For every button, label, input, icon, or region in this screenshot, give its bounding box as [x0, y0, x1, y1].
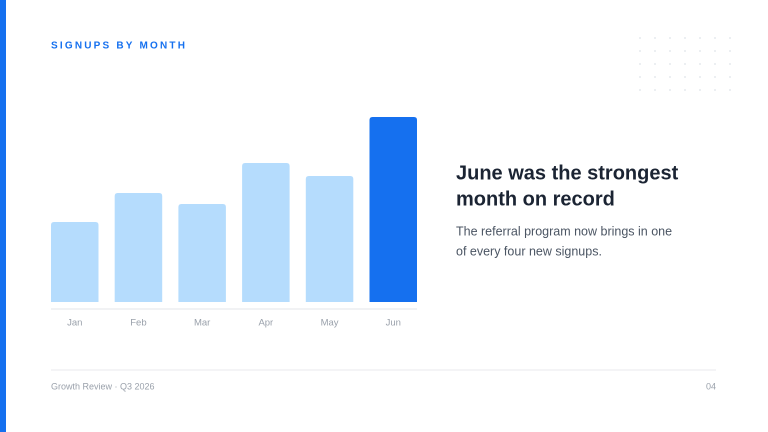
x-tick-label: Jan: [67, 318, 82, 329]
dot: [729, 63, 731, 65]
accent-stripe: [0, 0, 6, 432]
bar: [242, 163, 290, 302]
dot: [699, 76, 701, 78]
body-line: of every four new signups.: [456, 244, 602, 258]
heading-line: June was the strongest: [456, 162, 679, 184]
dot: [714, 89, 716, 91]
dot: [669, 50, 671, 52]
x-tick-label: Feb: [130, 318, 146, 329]
dot: [714, 76, 716, 78]
bar: [369, 117, 417, 302]
dot: [684, 76, 686, 78]
footer-text: Growth Review · Q3 2026: [51, 381, 155, 391]
dot: [714, 50, 716, 52]
dot: [669, 89, 671, 91]
dot: [669, 76, 671, 78]
dot: [639, 76, 641, 78]
dot: [669, 37, 671, 39]
dot-pattern: [639, 37, 731, 91]
x-tick-label: Jun: [386, 318, 401, 329]
dot: [654, 50, 656, 52]
x-tick-label: Apr: [258, 318, 273, 329]
dot: [684, 89, 686, 91]
dot: [729, 37, 731, 39]
dot: [714, 37, 716, 39]
dot: [639, 37, 641, 39]
dot: [654, 37, 656, 39]
dot: [654, 76, 656, 78]
x-tick-label: Mar: [194, 318, 210, 329]
dot: [684, 37, 686, 39]
bar: [178, 204, 226, 302]
dot: [669, 63, 671, 65]
bar: [51, 222, 99, 302]
dot: [654, 63, 656, 65]
dot: [729, 50, 731, 52]
chart-title: SIGNUPS BY MONTH: [51, 41, 187, 52]
dot: [729, 89, 731, 91]
bar: [114, 193, 163, 302]
dot: [699, 37, 701, 39]
body-line: The referral program now brings in one: [456, 224, 672, 238]
dot: [729, 76, 731, 78]
dot: [639, 63, 641, 65]
dot: [699, 63, 701, 65]
bar: [305, 176, 354, 302]
dot: [639, 89, 641, 91]
dot: [699, 50, 701, 52]
dot: [639, 50, 641, 52]
dot: [714, 63, 716, 65]
dot: [684, 50, 686, 52]
heading-line: month on record: [456, 188, 615, 210]
dot: [654, 89, 656, 91]
page-number: 04: [706, 381, 716, 391]
x-tick-label: May: [321, 318, 339, 329]
dot: [699, 89, 701, 91]
dot: [684, 63, 686, 65]
